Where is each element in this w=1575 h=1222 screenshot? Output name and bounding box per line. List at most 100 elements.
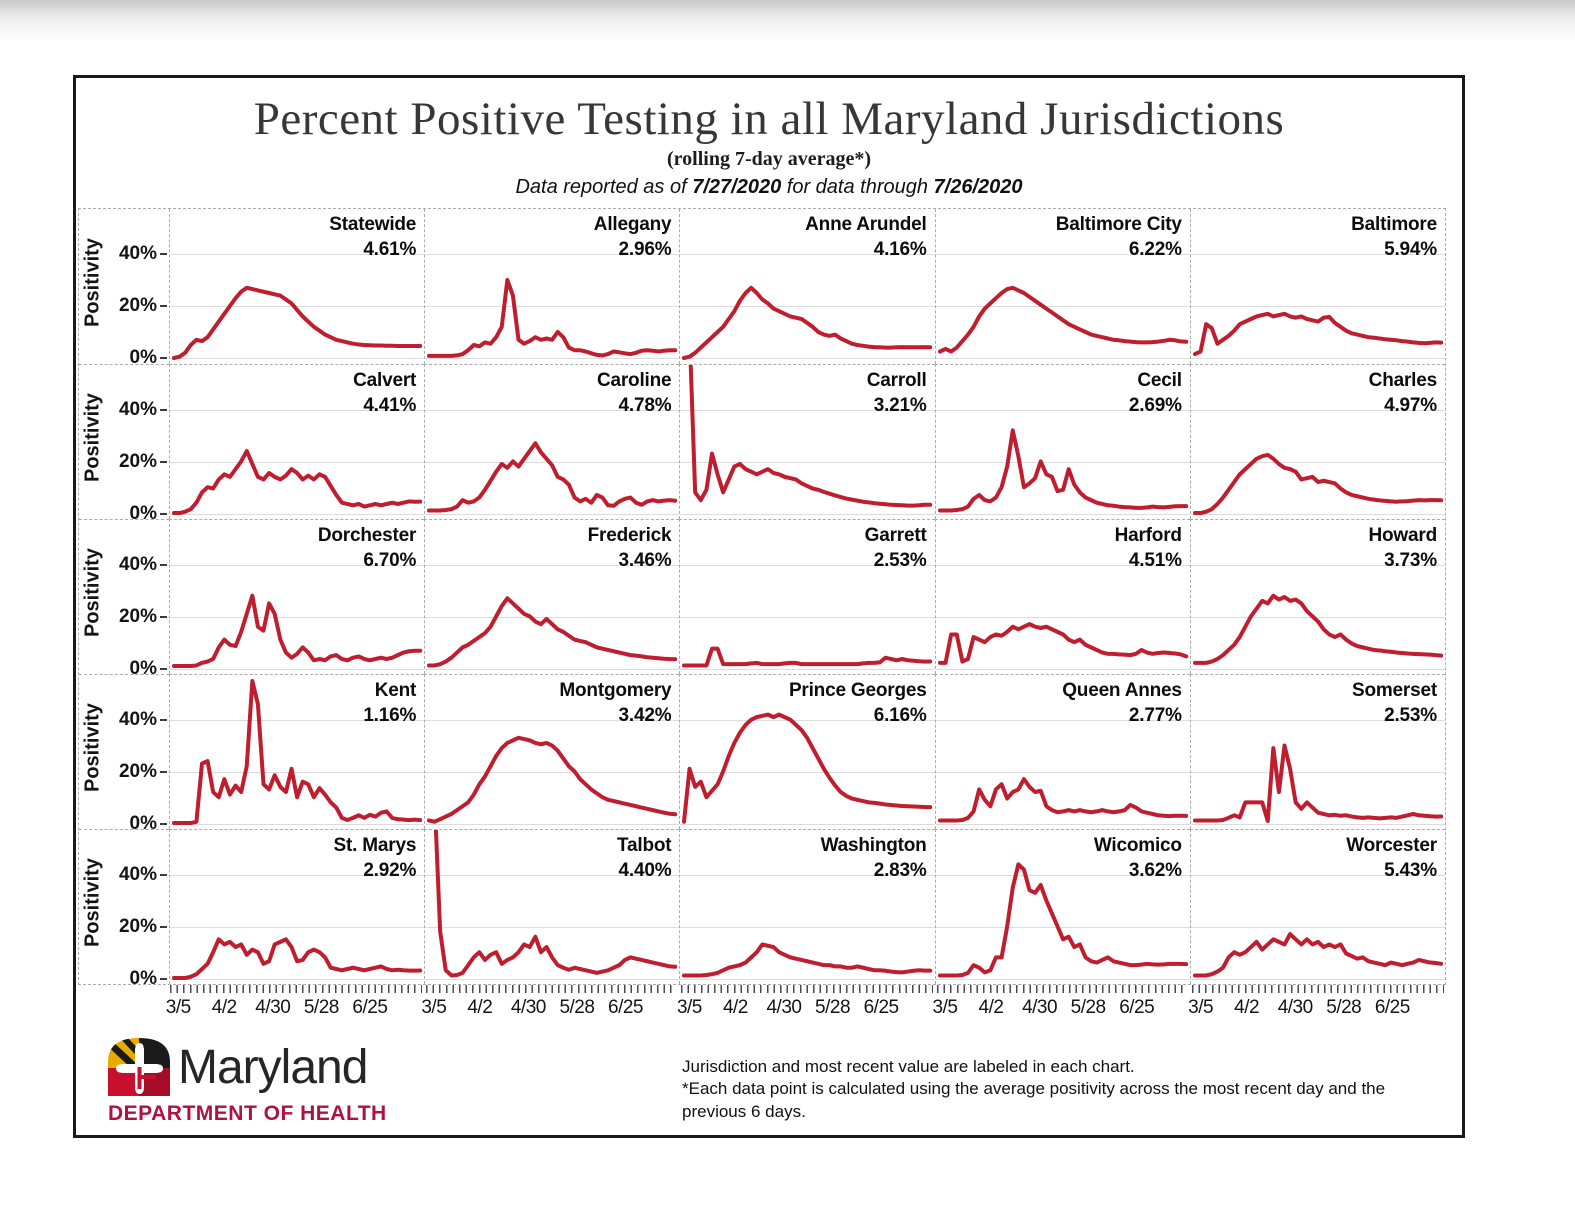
panel-baltimore-city: Baltimore City 6.22% [934, 209, 1190, 364]
jurisdiction-name: Queen Annes [1062, 680, 1182, 701]
jurisdiction-name: Allegany [593, 214, 672, 235]
gridline [170, 410, 425, 411]
panel-label: Baltimore 5.94% [1351, 213, 1437, 262]
jurisdiction-name: Frederick [587, 525, 672, 546]
x-tick-label: 5/28 [1070, 997, 1106, 1018]
gridline [1190, 565, 1445, 566]
panel-caroline: Caroline 4.78% [424, 364, 680, 519]
jurisdiction-name: Worcester [1346, 835, 1437, 856]
panel-label: Caroline 4.78% [597, 369, 672, 418]
y-tick-label: 0% [129, 968, 157, 989]
positivity-line-chart [425, 830, 679, 984]
chart-frame: Percent Positive Testing in all Maryland… [73, 75, 1465, 1138]
x-tick-marks [936, 985, 1189, 993]
latest-value: 4.61% [363, 238, 417, 260]
gridline [680, 462, 935, 463]
footnote: Jurisdiction and most recent value are l… [682, 1056, 1442, 1123]
panel-frederick: Frederick 3.46% [424, 519, 680, 674]
gridline [170, 462, 425, 463]
gridline [935, 669, 1190, 670]
y-tick-label: 0% [129, 658, 157, 679]
gridline [425, 720, 680, 721]
x-tick-label: 6/25 [608, 997, 643, 1018]
gridline [935, 927, 1190, 928]
panel-queen-annes: Queen Annes 2.77% [934, 674, 1190, 829]
jurisdiction-name: Baltimore City [1055, 214, 1182, 235]
jurisdiction-name: Baltimore [1351, 214, 1437, 235]
jurisdiction-name: Cecil [1137, 370, 1182, 391]
gridline [425, 254, 680, 255]
positivity-line-chart [680, 209, 934, 364]
jurisdiction-name: Charles [1368, 370, 1438, 391]
x-tick-marks [1192, 985, 1444, 993]
gridline [935, 824, 1190, 825]
gridline [1190, 462, 1445, 463]
panel-dorchester: Dorchester 6.70% [169, 519, 425, 674]
logo-title: Maryland [178, 1041, 368, 1094]
positivity-line-chart [680, 675, 934, 829]
panel-label: Worcester 5.43% [1346, 834, 1437, 883]
panel-label: St. Marys 2.92% [334, 834, 417, 883]
gridline [1190, 358, 1445, 359]
gridline [425, 617, 680, 618]
y-tick-mark [160, 874, 167, 876]
y-tick-label: 40% [118, 399, 157, 420]
panel-montgomery: Montgomery 3.42% [424, 674, 680, 829]
panel-howard: Howard 3.73% [1189, 519, 1445, 674]
y-tick-mark [160, 409, 167, 411]
gridline [935, 720, 1190, 721]
y-axis-title: Positivity [81, 548, 104, 637]
gridline [1190, 410, 1445, 411]
x-tick-label: 4/30 [510, 997, 546, 1018]
gridline [935, 565, 1190, 566]
latest-value: 6.16% [873, 704, 927, 726]
gridline [680, 875, 935, 876]
gridline [935, 462, 1190, 463]
positivity-line-chart [680, 520, 934, 674]
gridline [1190, 824, 1445, 825]
panel-label: Anne Arundel 4.16% [805, 213, 927, 262]
y-tick-mark [160, 926, 167, 928]
gridline [935, 410, 1190, 411]
latest-value: 4.97% [1384, 394, 1437, 416]
gridline [680, 254, 935, 255]
x-tick-label: 4/30 [255, 997, 291, 1018]
y-axis-gutter: Positivity 40% 20% 0% [79, 519, 169, 679]
panel-grid: Positivity 40% 20% 0% Statewide 4.61% Alleg… [78, 208, 1446, 989]
positivity-line-chart [425, 365, 679, 519]
positivity-line-chart [1191, 520, 1445, 674]
y-tick-mark [160, 461, 167, 463]
positivity-line-chart [936, 365, 1190, 519]
jurisdiction-name: Statewide [329, 214, 417, 235]
x-tick-label: 4/2 [978, 997, 1004, 1018]
x-tick-label: 4/30 [766, 997, 802, 1018]
x-tick-label: 6/25 [1374, 997, 1410, 1018]
x-axis: 3/5 4/2 4/30 5/28 6/25 3/5 4/2 4/30 5/28 6/25 3/… [78, 985, 1446, 1037]
y-tick-label: 0% [129, 347, 157, 368]
positivity-line-chart [936, 675, 1190, 829]
gridline [170, 669, 425, 670]
positivity-line-chart [936, 830, 1190, 984]
gridline [1190, 927, 1445, 928]
x-tick-marks [681, 985, 933, 993]
footnote-line-1: Jurisdiction and most recent value are l… [682, 1057, 1135, 1076]
y-axis-title: Positivity [81, 237, 104, 327]
y-tick-mark [160, 305, 167, 307]
latest-value: 5.43% [1384, 859, 1437, 881]
x-axis-column: 3/5 4/2 4/30 5/28 6/25 [165, 985, 424, 1037]
gridline [170, 772, 425, 773]
x-tick-label: 5/28 [559, 997, 595, 1018]
logo-subtitle: DEPARTMENT OF HEALTH [108, 1102, 387, 1125]
panel-cecil: Cecil 2.69% [934, 364, 1190, 519]
x-tick-label: 4/30 [1277, 997, 1313, 1018]
panel-label: Frederick 3.46% [588, 524, 672, 573]
panel-baltimore: Baltimore 5.94% [1189, 209, 1445, 364]
y-tick-mark [160, 771, 167, 773]
gridline [680, 306, 935, 307]
y-tick-label: 20% [118, 916, 157, 937]
x-tick-label: 3/5 [165, 997, 191, 1018]
latest-value: 2.92% [363, 859, 417, 881]
y-axis-gutter: Positivity 40% 20% 0% [79, 674, 169, 834]
gridline [935, 306, 1190, 307]
jurisdiction-name: Montgomery [559, 680, 672, 701]
